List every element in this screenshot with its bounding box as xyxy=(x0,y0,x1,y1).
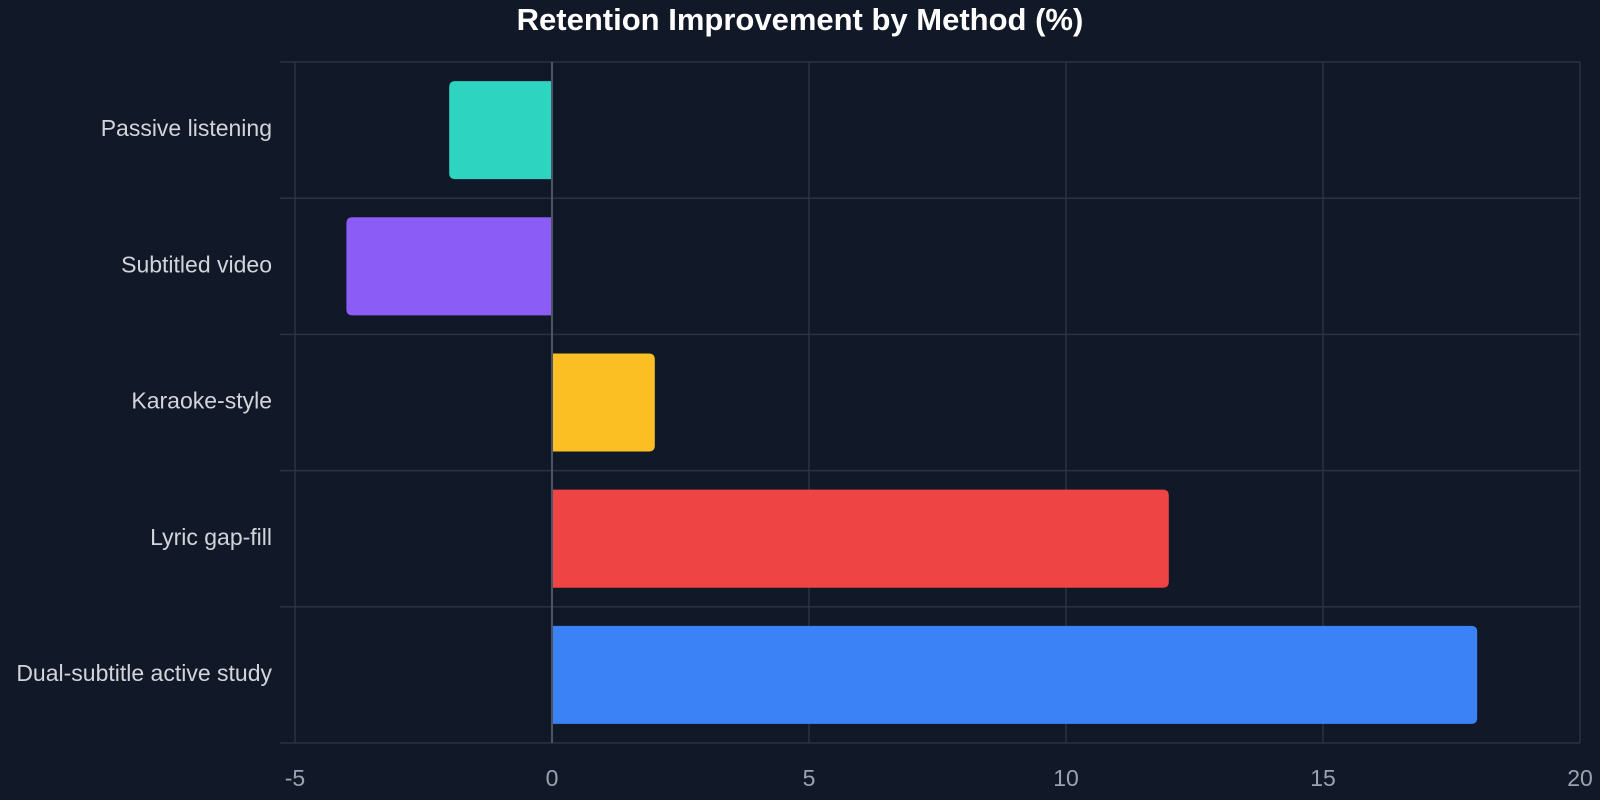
bars xyxy=(346,81,1478,724)
bar-passive-listening xyxy=(449,81,552,180)
bar-dual-subtitle-active-study xyxy=(552,625,1478,724)
bar-subtitled-video xyxy=(346,217,552,316)
grid-lines xyxy=(280,61,1581,744)
x-tick-label: 20 xyxy=(1567,765,1593,791)
chart-title: Retention Improvement by Method (%) xyxy=(516,2,1084,37)
x-tick-label: 0 xyxy=(546,765,559,791)
x-tick-label: 10 xyxy=(1053,765,1079,791)
category-label: Subtitled video xyxy=(121,251,272,277)
category-label: Dual-subtitle active study xyxy=(16,660,272,686)
x-tick-label: -5 xyxy=(285,765,305,791)
x-tick-label: 15 xyxy=(1310,765,1336,791)
category-label: Karaoke-style xyxy=(131,388,272,414)
bar-lyric-gap-fill xyxy=(552,489,1169,588)
category-label: Passive listening xyxy=(101,115,272,141)
category-label: Lyric gap-fill xyxy=(150,524,272,550)
x-tick-labels: -5 0 5 10 15 20 xyxy=(285,765,1593,791)
x-tick-label: 5 xyxy=(803,765,816,791)
bar-karaoke-style xyxy=(552,353,655,452)
category-labels: Passive listening Subtitled video Karaoke-… xyxy=(16,115,272,686)
